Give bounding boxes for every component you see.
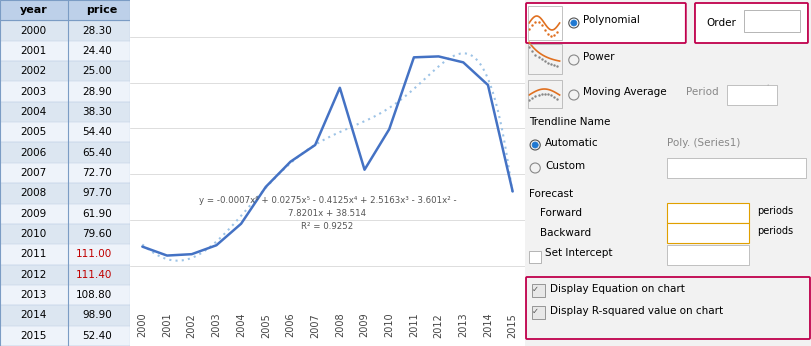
Bar — [529, 251, 541, 263]
Text: 2009: 2009 — [20, 209, 47, 219]
Text: 111.00: 111.00 — [75, 249, 112, 260]
Text: 52.40: 52.40 — [82, 331, 112, 341]
Text: Automatic: Automatic — [545, 138, 599, 148]
Text: 0.0: 0.0 — [700, 248, 716, 258]
Text: price: price — [86, 5, 117, 15]
Text: Display R-squared value on chart: Display R-squared value on chart — [551, 306, 723, 316]
Bar — [0, 224, 130, 244]
Text: 28.30: 28.30 — [82, 26, 112, 36]
Bar — [667, 223, 749, 243]
Bar — [0, 244, 130, 265]
Text: 0.0: 0.0 — [700, 226, 716, 236]
Bar — [528, 80, 562, 108]
Bar — [0, 305, 130, 326]
Text: 97.70: 97.70 — [82, 188, 112, 198]
Text: 25.00: 25.00 — [82, 66, 112, 76]
Text: 2007: 2007 — [20, 168, 47, 178]
Bar — [667, 245, 749, 265]
Bar — [0, 20, 130, 41]
Bar — [0, 265, 130, 285]
Text: Forecast: Forecast — [529, 189, 573, 199]
Text: 0.0: 0.0 — [700, 206, 716, 216]
Text: 2011: 2011 — [20, 249, 47, 260]
Text: 2006: 2006 — [20, 148, 47, 158]
FancyBboxPatch shape — [526, 277, 810, 339]
Text: Order: Order — [706, 18, 736, 28]
Text: 2002: 2002 — [20, 66, 47, 76]
Text: periods: periods — [757, 206, 793, 216]
Text: Backward: Backward — [540, 228, 591, 238]
Text: Custom: Custom — [545, 161, 586, 171]
Bar — [667, 158, 806, 178]
Text: 2008: 2008 — [20, 188, 47, 198]
Bar — [0, 81, 130, 102]
Bar — [0, 203, 130, 224]
Text: 28.90: 28.90 — [82, 86, 112, 97]
Text: 38.30: 38.30 — [82, 107, 112, 117]
Text: 2012: 2012 — [20, 270, 47, 280]
Bar — [0, 163, 130, 183]
Text: 2013: 2013 — [20, 290, 47, 300]
Text: 108.80: 108.80 — [75, 290, 112, 300]
Text: 72.70: 72.70 — [82, 168, 112, 178]
Text: 2015: 2015 — [20, 331, 47, 341]
Text: ✓: ✓ — [532, 284, 539, 293]
Text: 79.60: 79.60 — [82, 229, 112, 239]
Circle shape — [532, 142, 539, 148]
Circle shape — [571, 20, 577, 26]
Bar — [727, 85, 778, 105]
Bar — [532, 306, 545, 319]
Bar — [532, 284, 545, 297]
Text: 2014: 2014 — [20, 310, 47, 320]
Text: ▼: ▼ — [787, 24, 792, 28]
Text: Trendline Name: Trendline Name — [529, 117, 611, 127]
FancyBboxPatch shape — [526, 3, 686, 43]
Text: 65.40: 65.40 — [82, 148, 112, 158]
Text: 2005: 2005 — [20, 127, 47, 137]
Bar — [0, 102, 130, 122]
Text: 2004: 2004 — [20, 107, 47, 117]
Bar — [744, 10, 800, 32]
Text: 54.40: 54.40 — [82, 127, 112, 137]
Bar — [0, 326, 130, 346]
Bar — [0, 41, 130, 61]
Text: ▲: ▲ — [787, 13, 792, 18]
Bar — [0, 0, 130, 20]
Text: periods: periods — [757, 226, 793, 236]
Bar — [0, 122, 130, 143]
Bar — [667, 203, 749, 223]
Text: 2000: 2000 — [21, 26, 47, 36]
Text: 111.40: 111.40 — [75, 270, 112, 280]
Text: ▼: ▼ — [766, 94, 770, 100]
Text: Polynomial: Polynomial — [583, 15, 640, 25]
Text: Power: Power — [583, 52, 615, 62]
Bar — [0, 285, 130, 305]
Text: Set Intercept: Set Intercept — [545, 248, 613, 258]
Text: Moving Average: Moving Average — [583, 87, 667, 97]
Text: Poly. (Series1): Poly. (Series1) — [667, 138, 741, 148]
Bar — [528, 44, 562, 74]
Text: y = -0.0007x⁶ + 0.0275x⁵ - 0.4125x⁴ + 2.5163x³ - 3.601x² -
7.8201x + 38.514
R² =: y = -0.0007x⁶ + 0.0275x⁵ - 0.4125x⁴ + 2.… — [199, 195, 457, 231]
Text: Forward: Forward — [540, 208, 582, 218]
Text: 61.90: 61.90 — [82, 209, 112, 219]
Text: ✓: ✓ — [532, 307, 539, 316]
Text: ▲: ▲ — [766, 84, 770, 90]
Text: Period: Period — [686, 87, 719, 97]
Text: Display Equation on chart: Display Equation on chart — [551, 284, 685, 294]
Text: 2: 2 — [739, 87, 745, 97]
Legend: Price, Poly.: Price, Poly. — [534, 131, 587, 164]
Text: 2003: 2003 — [20, 86, 47, 97]
Text: 6: 6 — [757, 16, 764, 26]
Text: 98.90: 98.90 — [82, 310, 112, 320]
Text: 2010: 2010 — [20, 229, 47, 239]
Bar — [528, 6, 562, 40]
Bar — [0, 183, 130, 203]
FancyBboxPatch shape — [695, 3, 808, 43]
Bar — [0, 143, 130, 163]
Bar — [0, 61, 130, 81]
Text: 24.40: 24.40 — [82, 46, 112, 56]
Text: year: year — [20, 5, 48, 15]
Text: 2001: 2001 — [20, 46, 47, 56]
